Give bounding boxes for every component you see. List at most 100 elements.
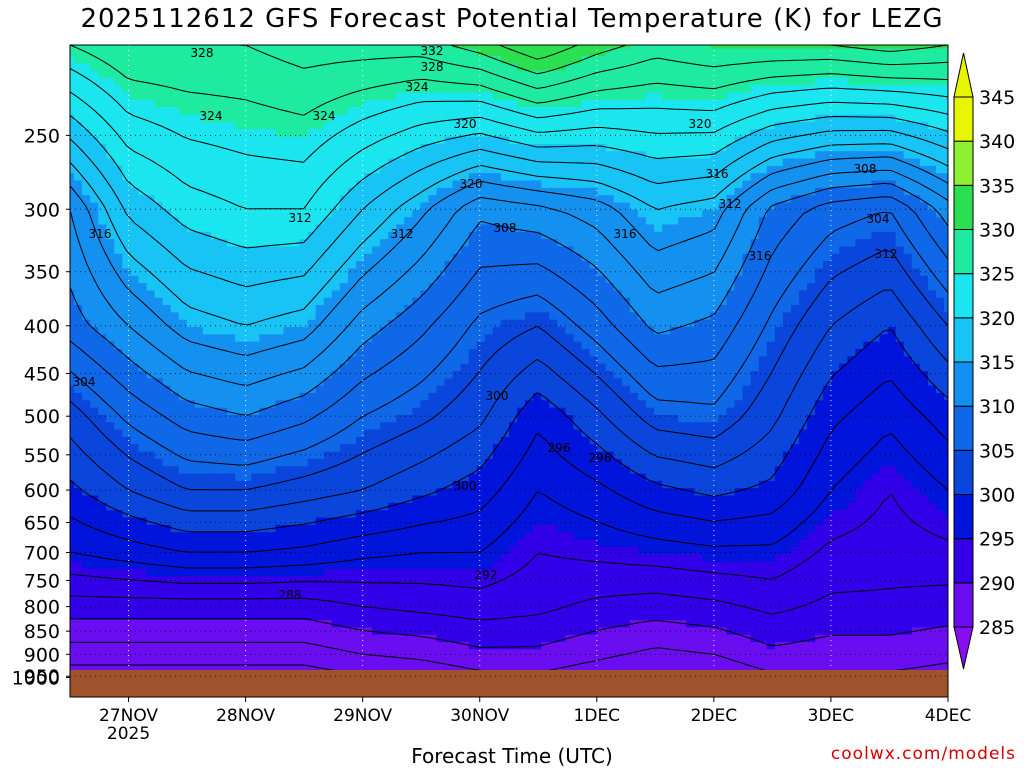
field-cell (758, 297, 768, 306)
field-cell (283, 231, 293, 240)
field-cell (428, 173, 438, 182)
field-cell (355, 275, 365, 284)
field-cell (509, 275, 518, 284)
field-cell (82, 173, 91, 182)
field-cell (388, 85, 397, 94)
field-cell (154, 261, 164, 270)
field-cell (219, 231, 228, 240)
field-cell (380, 327, 389, 335)
field-cell (74, 334, 83, 343)
field-cell (331, 341, 341, 350)
field-cell (364, 107, 373, 116)
field-cell (541, 327, 550, 335)
field-cell (653, 107, 663, 116)
field-cell (597, 327, 607, 335)
field-cell (678, 217, 687, 226)
field-cell (484, 180, 494, 189)
field-cell (291, 114, 301, 123)
field-cell (919, 165, 929, 174)
field-cell (154, 195, 164, 204)
field-cell (573, 77, 583, 86)
field-cell (694, 143, 703, 152)
field-cell (742, 209, 752, 218)
field-cell (283, 143, 293, 152)
field-cell (533, 202, 542, 211)
field-cell (355, 341, 365, 350)
field-cell (557, 180, 566, 189)
field-cell (468, 121, 478, 130)
field-cell (565, 202, 575, 211)
field-cell (766, 261, 776, 270)
field-cell (299, 253, 309, 262)
field-cell (831, 195, 840, 204)
field-cell (202, 275, 212, 284)
field-cell (573, 45, 583, 50)
field-cell (903, 363, 913, 372)
field-cell (839, 45, 848, 50)
field-cell (798, 341, 808, 350)
field-cell (138, 99, 148, 108)
field-cell (782, 275, 792, 284)
field-cell (509, 85, 518, 94)
field-cell (106, 239, 115, 248)
field-cell (839, 63, 848, 72)
field-cell (162, 319, 172, 328)
field-cell (243, 136, 252, 145)
field-cell (573, 356, 583, 365)
field-cell (863, 114, 873, 123)
field-cell (90, 341, 99, 350)
field-cell (935, 99, 945, 108)
field-cell (597, 363, 607, 372)
field-cell (734, 107, 744, 116)
field-cell (790, 151, 800, 160)
field-cell (911, 341, 921, 350)
field-cell (484, 158, 494, 167)
field-cell (710, 341, 720, 350)
field-cell (380, 349, 389, 357)
field-cell (621, 202, 631, 211)
field-cell (517, 253, 526, 262)
field-cell (750, 224, 760, 233)
field-cell (581, 99, 591, 108)
field-cell (557, 356, 566, 365)
field-cell (178, 202, 188, 211)
field-cell (74, 114, 83, 123)
field-cell (98, 217, 107, 226)
field-cell (605, 363, 615, 372)
field-cell (541, 63, 550, 72)
field-cell (299, 312, 309, 321)
field-cell (138, 180, 148, 189)
field-cell (194, 290, 204, 299)
field-cell (114, 334, 123, 343)
field-cell (170, 341, 180, 350)
field-cell (557, 136, 566, 145)
field-cell (396, 297, 405, 306)
field-cell (436, 165, 446, 174)
field-cell (710, 239, 720, 248)
field-cell (170, 143, 180, 152)
field-cell (492, 319, 502, 328)
field-cell (380, 143, 389, 152)
field-cell (90, 151, 99, 160)
field-cell (243, 173, 252, 182)
field-cell (194, 363, 204, 372)
field-cell (823, 55, 832, 64)
field-cell (766, 319, 776, 328)
field-cell (194, 356, 204, 365)
field-cell (130, 275, 140, 284)
field-cell (299, 202, 309, 211)
field-cell (90, 290, 99, 299)
field-cell (758, 319, 768, 328)
field-cell (847, 151, 856, 160)
field-cell (919, 231, 929, 240)
field-cell (396, 334, 405, 343)
field-cell (339, 312, 349, 321)
field-cell (122, 107, 132, 116)
field-cell (855, 224, 865, 233)
field-cell (774, 180, 784, 189)
field-cell (219, 48, 228, 57)
field-cell (347, 371, 357, 379)
field-cell (388, 341, 397, 350)
field-cell (766, 356, 776, 365)
field-cell (509, 70, 518, 79)
